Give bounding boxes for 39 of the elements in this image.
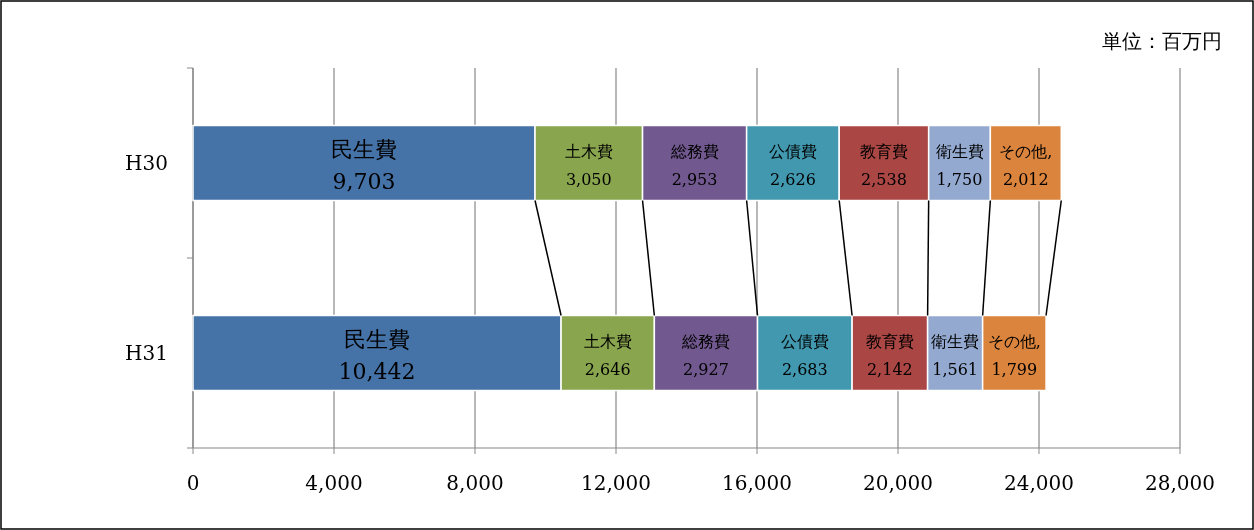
- data-label: 10,442: [338, 359, 416, 384]
- text: 教育費: [859, 142, 908, 161]
- data-label: 2,012: [1002, 170, 1049, 189]
- text: 土木費: [583, 332, 632, 351]
- text: その他,: [999, 142, 1053, 161]
- series-label: 民生費: [331, 137, 398, 162]
- x-tick-label: 16,000: [722, 471, 792, 495]
- data-label: 1,799: [991, 360, 1038, 379]
- text: 単位：百万円: [1102, 29, 1222, 53]
- series-label: 衛生費: [931, 332, 980, 351]
- y-tick-label: H31: [125, 341, 168, 365]
- data-label: 2,683: [781, 360, 828, 379]
- x-tick-label: 0: [186, 471, 200, 495]
- data-label: 2,626: [770, 170, 816, 189]
- series-label: 総務費: [669, 142, 719, 161]
- data-label: 2,646: [584, 360, 631, 379]
- series-label: 土木費: [564, 142, 613, 161]
- data-label: 2,953: [671, 170, 718, 189]
- x-tick-label: 24,000: [1004, 471, 1074, 495]
- x-tick-label: 4,000: [305, 471, 363, 495]
- text: 総務費: [681, 332, 730, 351]
- data-label: 3,050: [565, 170, 612, 189]
- x-tick-label: 8,000: [446, 471, 504, 495]
- series-label: 公債費: [768, 142, 817, 161]
- text: 民生費: [344, 327, 411, 352]
- series-label: その他,: [987, 332, 1041, 351]
- y-tick-label: H30: [125, 151, 168, 175]
- data-label: 2,142: [866, 360, 913, 379]
- data-label: 9,703: [332, 169, 396, 194]
- data-label: 2,538: [861, 170, 907, 189]
- data-label: 1,561: [932, 360, 979, 379]
- text: 公債費: [780, 332, 829, 351]
- data-label: 2,927: [683, 360, 729, 379]
- data-label: 1,750: [936, 170, 983, 189]
- series-label: 教育費: [865, 332, 914, 351]
- x-tick-label: 28,000: [1145, 471, 1215, 495]
- text: 衛生費: [935, 142, 984, 161]
- x-tick-label: 20,000: [863, 471, 933, 495]
- x-tick-label: 12,000: [581, 471, 651, 495]
